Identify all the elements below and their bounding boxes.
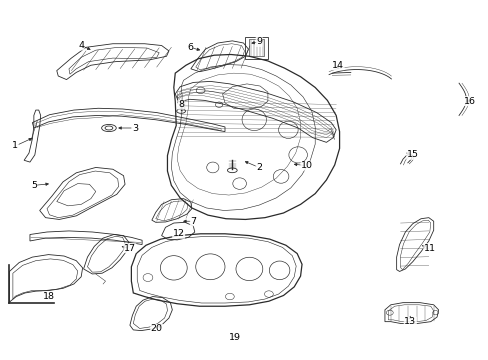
Text: 11: 11 (423, 244, 435, 253)
Text: 20: 20 (150, 324, 163, 333)
Text: 9: 9 (256, 37, 262, 46)
Text: 10: 10 (300, 161, 312, 170)
Text: 5: 5 (31, 181, 37, 190)
Text: 14: 14 (331, 61, 344, 70)
Text: 7: 7 (190, 217, 196, 226)
Text: 2: 2 (256, 163, 262, 172)
Text: 17: 17 (123, 244, 136, 253)
Text: 18: 18 (42, 292, 54, 301)
Text: 19: 19 (228, 333, 240, 342)
Text: 6: 6 (186, 43, 192, 52)
Text: 15: 15 (406, 150, 418, 159)
Text: 13: 13 (404, 317, 415, 326)
Text: 1: 1 (12, 141, 18, 150)
Text: 16: 16 (463, 96, 475, 105)
Text: 3: 3 (131, 123, 138, 132)
Text: 4: 4 (78, 41, 84, 50)
Text: 12: 12 (172, 229, 184, 238)
Text: 8: 8 (178, 100, 184, 109)
